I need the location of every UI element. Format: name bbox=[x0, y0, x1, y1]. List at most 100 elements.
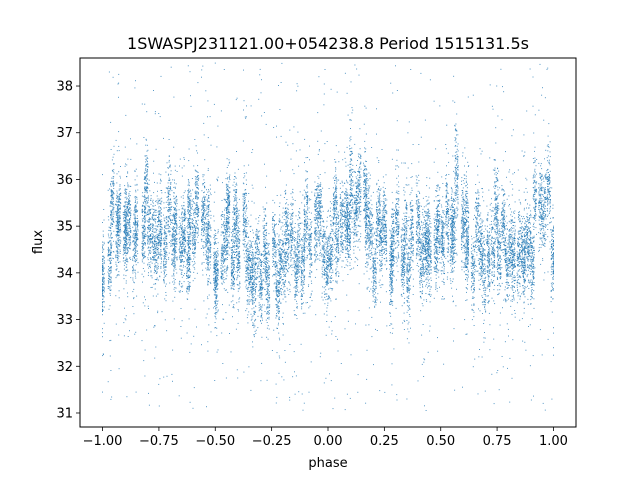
data-point bbox=[295, 264, 297, 266]
data-point bbox=[111, 177, 113, 179]
data-point bbox=[323, 93, 325, 95]
data-point bbox=[163, 277, 165, 279]
data-point bbox=[272, 217, 274, 219]
data-point bbox=[358, 185, 360, 187]
data-point bbox=[391, 214, 393, 216]
data-point bbox=[145, 169, 147, 171]
data-point bbox=[160, 234, 162, 236]
data-point bbox=[125, 193, 127, 194]
data-point bbox=[424, 244, 426, 246]
data-point bbox=[112, 203, 114, 205]
data-point bbox=[497, 240, 498, 242]
data-point bbox=[173, 233, 175, 235]
data-point bbox=[433, 232, 435, 234]
data-point bbox=[453, 213, 455, 214]
data-point bbox=[179, 247, 180, 249]
data-point bbox=[187, 197, 189, 199]
data-point bbox=[176, 241, 178, 243]
data-point bbox=[471, 277, 473, 279]
data-point bbox=[206, 208, 208, 210]
data-point bbox=[523, 281, 525, 283]
data-point bbox=[103, 261, 105, 263]
data-point bbox=[174, 169, 176, 171]
data-point bbox=[297, 223, 299, 225]
data-point bbox=[452, 231, 454, 233]
data-point bbox=[485, 299, 487, 301]
data-point bbox=[427, 208, 429, 210]
data-point bbox=[136, 196, 138, 198]
data-point bbox=[157, 226, 159, 228]
data-point bbox=[367, 216, 368, 218]
data-point bbox=[224, 258, 226, 260]
data-point bbox=[273, 329, 275, 331]
data-point bbox=[182, 217, 184, 219]
data-point bbox=[483, 270, 485, 272]
data-point bbox=[155, 266, 157, 267]
data-point bbox=[243, 244, 245, 246]
data-point bbox=[528, 326, 529, 327]
data-point bbox=[497, 255, 498, 257]
data-point bbox=[133, 281, 135, 283]
data-point bbox=[301, 251, 303, 253]
data-point bbox=[208, 204, 210, 205]
data-point bbox=[473, 303, 475, 305]
data-point bbox=[384, 188, 386, 189]
data-point bbox=[427, 203, 429, 205]
data-point bbox=[186, 260, 188, 262]
data-point bbox=[317, 214, 319, 216]
data-point bbox=[265, 293, 267, 295]
data-point bbox=[491, 259, 493, 261]
data-point bbox=[477, 221, 479, 223]
data-point bbox=[265, 233, 267, 235]
data-point bbox=[269, 306, 271, 308]
data-point bbox=[341, 182, 343, 184]
data-point bbox=[285, 258, 286, 260]
data-point bbox=[135, 234, 137, 236]
data-point bbox=[141, 261, 143, 263]
data-point bbox=[417, 250, 419, 252]
data-point bbox=[379, 254, 381, 256]
data-point bbox=[480, 274, 481, 276]
data-point bbox=[489, 289, 490, 290]
data-point bbox=[226, 259, 228, 260]
data-point bbox=[220, 259, 222, 261]
data-point bbox=[483, 323, 485, 324]
data-point bbox=[475, 192, 477, 194]
data-point bbox=[232, 250, 234, 252]
data-point bbox=[365, 151, 366, 153]
data-point bbox=[320, 216, 322, 218]
data-point bbox=[201, 199, 203, 201]
data-point bbox=[284, 211, 285, 213]
data-point bbox=[390, 233, 392, 235]
data-point bbox=[255, 247, 256, 249]
data-point bbox=[188, 270, 190, 272]
data-point bbox=[395, 234, 397, 236]
data-point bbox=[269, 280, 270, 282]
data-point bbox=[295, 265, 297, 267]
data-point bbox=[118, 189, 120, 191]
data-point bbox=[336, 202, 338, 203]
data-point bbox=[441, 238, 443, 240]
data-point bbox=[455, 175, 457, 177]
data-point bbox=[253, 260, 255, 262]
data-point bbox=[460, 220, 462, 222]
data-point bbox=[252, 286, 254, 288]
data-point bbox=[368, 234, 370, 235]
data-point bbox=[365, 197, 367, 199]
data-point bbox=[247, 275, 249, 277]
data-point bbox=[258, 263, 260, 265]
data-point bbox=[329, 252, 331, 254]
data-point bbox=[227, 201, 229, 203]
data-point bbox=[255, 311, 256, 313]
data-point bbox=[169, 198, 171, 200]
data-point bbox=[314, 249, 316, 251]
data-point bbox=[333, 208, 335, 210]
data-point bbox=[244, 241, 246, 242]
data-point bbox=[258, 302, 260, 304]
data-point bbox=[379, 212, 381, 214]
data-point bbox=[156, 201, 158, 203]
data-point bbox=[166, 375, 168, 377]
data-point bbox=[434, 245, 436, 247]
data-point bbox=[455, 167, 457, 169]
data-point bbox=[535, 183, 537, 185]
